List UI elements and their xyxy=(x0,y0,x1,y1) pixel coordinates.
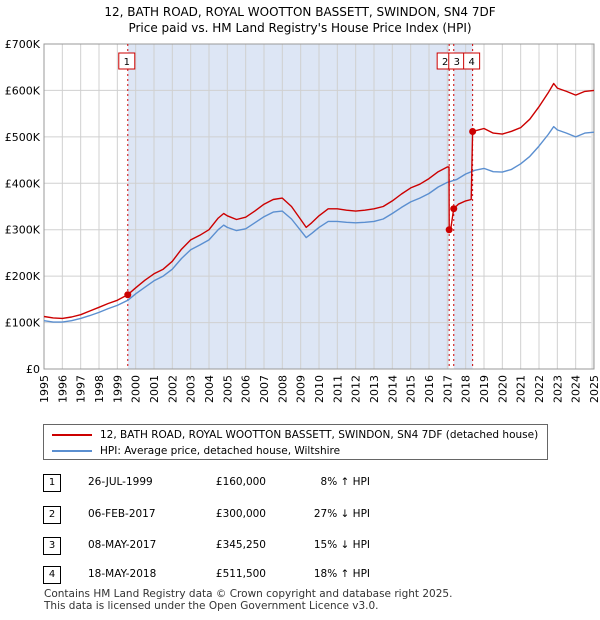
x-tick-label: 2016 xyxy=(423,375,436,403)
x-tick-label: 2008 xyxy=(276,375,289,403)
footer-line-1: Contains HM Land Registry data © Crown c… xyxy=(44,588,453,600)
sale-point xyxy=(469,128,477,136)
legend-swatch-property xyxy=(52,434,92,436)
x-tick-label: 2004 xyxy=(203,375,216,403)
transaction-row-3: 3 08-MAY-2017 £345,250 15% ↓ HPI xyxy=(0,537,600,555)
y-tick-label: £200K xyxy=(5,270,41,283)
x-tick-label: 2025 xyxy=(588,375,600,403)
transaction-date: 18-MAY-2018 xyxy=(88,568,157,580)
plot-frame xyxy=(43,43,595,370)
transaction-date: 08-MAY-2017 xyxy=(88,539,157,551)
x-tick-label: 2020 xyxy=(496,375,509,403)
transaction-price: £160,000 xyxy=(215,476,266,488)
transaction-price: £300,000 xyxy=(215,508,266,520)
sale-point xyxy=(450,205,458,213)
x-tick-label: 2001 xyxy=(148,375,161,403)
x-tick-label: 2009 xyxy=(295,375,308,403)
y-tick-label: £500K xyxy=(5,131,41,144)
x-tick-label: 2024 xyxy=(570,375,583,403)
legend-swatch-hpi xyxy=(52,450,92,452)
x-tick-label: 1995 xyxy=(38,375,51,403)
transaction-badge: 2 xyxy=(43,506,61,524)
legend: 12, BATH ROAD, ROYAL WOOTTON BASSETT, SW… xyxy=(43,424,548,460)
sale-point xyxy=(445,226,453,234)
forecast-hatch xyxy=(591,44,594,369)
transaction-price: £345,250 xyxy=(215,539,266,551)
sale-marker-label: 1 xyxy=(124,57,130,68)
transaction-badge: 3 xyxy=(43,537,61,555)
x-tick-label: 2005 xyxy=(221,375,234,403)
y-tick-label: £100K xyxy=(5,317,41,330)
sale-marker-label: 3 xyxy=(454,57,460,68)
series-line xyxy=(43,82,595,320)
sale-marker-label: 4 xyxy=(468,57,474,68)
x-tick-label: 2010 xyxy=(313,375,326,403)
x-tick-label: 2000 xyxy=(130,375,143,403)
sale-marker-label: 2 xyxy=(442,57,448,68)
chart-title-line1: 12, BATH ROAD, ROYAL WOOTTON BASSETT, SW… xyxy=(104,5,496,19)
y-tick-label: £300K xyxy=(5,224,41,237)
x-tick-label: 2015 xyxy=(405,375,418,403)
footer-line-2: This data is licensed under the Open Gov… xyxy=(44,600,379,612)
x-tick-label: 2023 xyxy=(551,375,564,403)
x-tick-label: 2006 xyxy=(240,375,253,403)
sale-marker-box xyxy=(118,52,136,70)
x-tick-label: 2022 xyxy=(533,375,546,403)
transaction-hpi: 8% ↑ HPI xyxy=(320,476,370,488)
transaction-hpi: 18% ↑ HPI xyxy=(313,568,370,580)
x-tick-label: 2007 xyxy=(258,375,271,403)
x-tick-label: 2021 xyxy=(515,375,528,403)
sale-marker-box xyxy=(463,52,481,70)
footer-attribution: Contains HM Land Registry data © Crown c… xyxy=(44,588,452,612)
y-tick-label: £600K xyxy=(5,84,41,97)
x-tick-label: 2017 xyxy=(441,375,454,403)
x-tick-label: 1997 xyxy=(75,375,88,403)
x-tick-label: 2018 xyxy=(460,375,473,403)
x-tick-label: 1999 xyxy=(111,375,124,403)
transaction-row-1: 1 26-JUL-1999 £160,000 8% ↑ HPI xyxy=(0,474,600,492)
ownership-shade xyxy=(127,44,450,369)
transaction-badge: 4 xyxy=(43,566,61,584)
transaction-date: 26-JUL-1999 xyxy=(88,476,153,488)
y-tick-label: £400K xyxy=(5,177,41,190)
x-tick-label: 2013 xyxy=(368,375,381,403)
y-tick-label: £700K xyxy=(5,38,41,51)
transaction-hpi: 27% ↓ HPI xyxy=(313,508,370,520)
x-tick-label: 2003 xyxy=(185,375,198,403)
legend-label-hpi: HPI: Average price, detached house, Wilt… xyxy=(100,445,341,457)
x-tick-label: 2002 xyxy=(166,375,179,403)
chart-title-line2: Price paid vs. HM Land Registry's House … xyxy=(128,21,472,35)
x-tick-label: 2011 xyxy=(331,375,344,403)
x-tick-label: 1998 xyxy=(93,375,106,403)
transaction-row-4: 4 18-MAY-2018 £511,500 18% ↑ HPI xyxy=(0,566,600,584)
transaction-date: 06-FEB-2017 xyxy=(88,508,156,520)
transaction-row-2: 2 06-FEB-2017 £300,000 27% ↓ HPI xyxy=(0,506,600,524)
transaction-hpi: 15% ↓ HPI xyxy=(313,539,370,551)
x-tick-label: 2019 xyxy=(478,375,491,403)
ownership-shade xyxy=(453,44,473,369)
chart-title: 12, BATH ROAD, ROYAL WOOTTON BASSETT, SW… xyxy=(0,4,600,36)
x-tick-label: 1996 xyxy=(56,375,69,403)
x-tick-label: 2012 xyxy=(350,375,363,403)
transaction-price: £511,500 xyxy=(215,568,266,580)
y-tick-label: £0 xyxy=(26,363,40,376)
transaction-badge: 1 xyxy=(43,474,61,492)
price-chart: £0 £100K £200K £300K £400K £500K £600K £700K 199… xyxy=(5,38,600,403)
sale-point xyxy=(124,291,132,299)
x-tick-label: 2014 xyxy=(386,375,399,403)
series-line xyxy=(43,125,595,323)
legend-label-property: 12, BATH ROAD, ROYAL WOOTTON BASSETT, SW… xyxy=(100,429,539,441)
